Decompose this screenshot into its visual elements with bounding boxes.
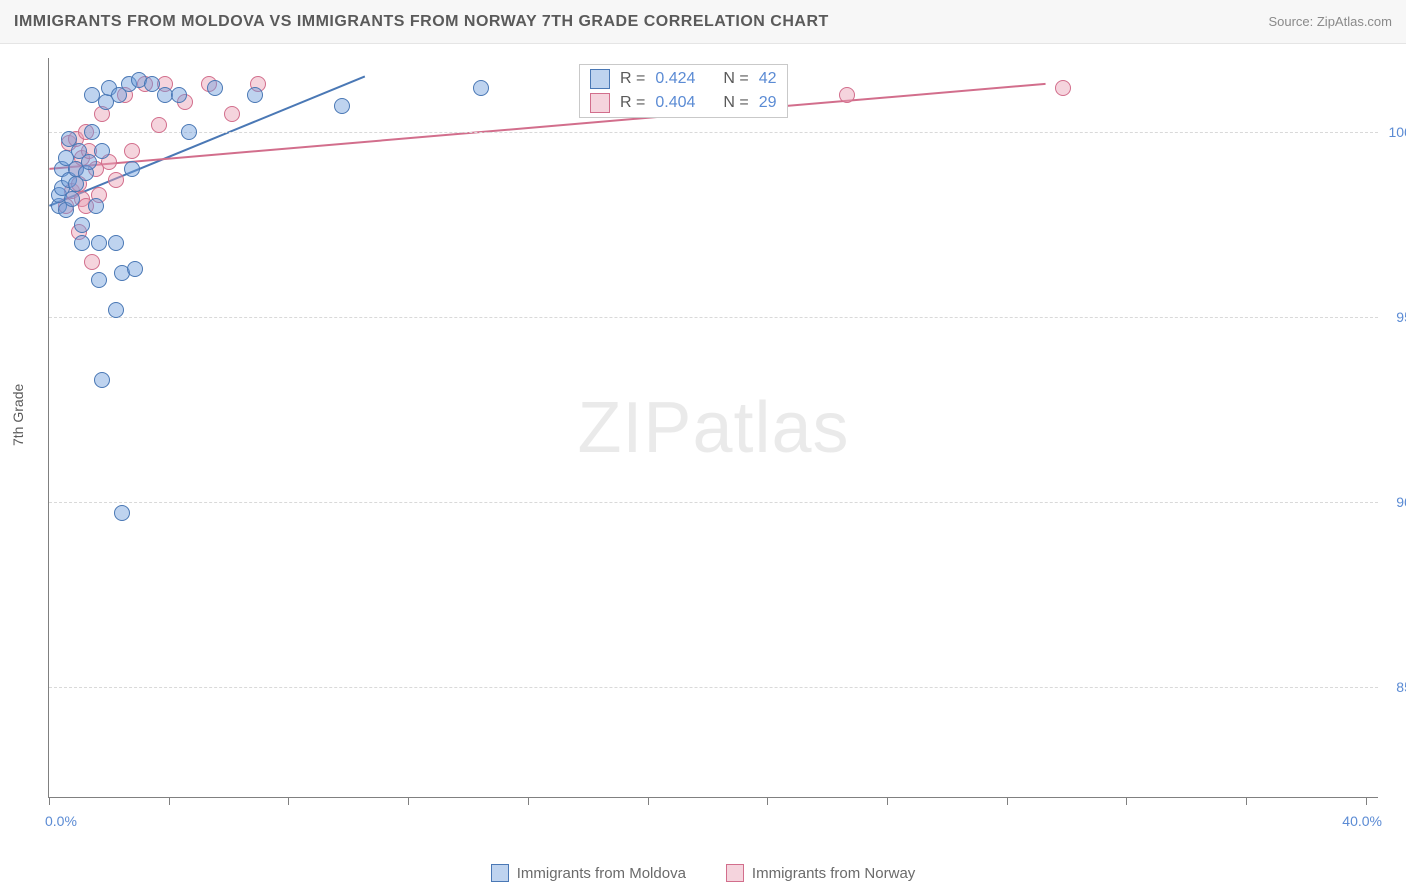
scatter-plot-area: ZIPatlas R =0.424N =42R =0.404N =29 0.0%… [48,58,1378,798]
source-prefix: Source: [1268,14,1316,29]
legend-item: Immigrants from Moldova [491,864,686,882]
x-tick [408,797,409,805]
data-point [144,76,160,92]
data-point [108,302,124,318]
data-point [151,117,167,133]
x-axis-min-label: 0.0% [45,813,77,829]
legend-swatch [590,93,610,113]
x-tick [1246,797,1247,805]
y-tick-label: 85.0% [1396,679,1406,695]
data-point [74,217,90,233]
x-axis-max-label: 40.0% [1342,813,1382,829]
data-point [91,235,107,251]
data-point [91,272,107,288]
source-attribution: Source: ZipAtlas.com [1268,14,1392,29]
legend-swatch [491,864,509,882]
stat-r-value: 0.404 [655,94,695,112]
stat-n-label: N = [723,94,748,112]
data-point [94,372,110,388]
legend-label: Immigrants from Moldova [517,865,686,882]
gridline [49,687,1378,688]
watermark: ZIPatlas [577,387,849,469]
data-point [84,254,100,270]
data-point [124,143,140,159]
x-tick [887,797,888,805]
y-axis-label: 7th Grade [10,384,26,446]
x-tick [169,797,170,805]
stat-n-value: 42 [759,70,777,88]
legend-swatch [590,69,610,89]
legend-label: Immigrants from Norway [752,865,915,882]
data-point [839,87,855,103]
x-tick [1007,797,1008,805]
gridline [49,317,1378,318]
legend-swatch [726,864,744,882]
x-tick [1126,797,1127,805]
stats-row: R = 0.404 N = 29 [590,93,777,113]
stat-r-label: R = [620,94,645,112]
data-point [181,124,197,140]
trend-line [49,84,1045,169]
x-tick [767,797,768,805]
x-tick [648,797,649,805]
y-tick-label: 90.0% [1396,494,1406,510]
data-point [88,198,104,214]
source-name: ZipAtlas.com [1317,14,1392,29]
x-tick [49,797,50,805]
x-tick [528,797,529,805]
data-point [171,87,187,103]
title-bar: IMMIGRANTS FROM MOLDOVA VS IMMIGRANTS FR… [0,0,1406,44]
data-point [84,124,100,140]
data-point [473,80,489,96]
data-point [224,106,240,122]
y-tick-label: 100.0% [1389,124,1406,140]
data-point [108,235,124,251]
stat-r-label: R = [620,70,645,88]
x-tick [288,797,289,805]
gridline [49,132,1378,133]
data-point [1055,80,1071,96]
x-tick [1366,797,1367,805]
data-point [114,505,130,521]
data-point [94,143,110,159]
data-point [74,235,90,251]
data-point [127,261,143,277]
chart-title: IMMIGRANTS FROM MOLDOVA VS IMMIGRANTS FR… [14,13,829,31]
stat-n-value: 29 [759,94,777,112]
correlation-stats-box: R = 0.424 N = 42 R = 0.404 N = 29 [579,64,788,118]
data-point [247,87,263,103]
data-point [124,161,140,177]
data-point [108,172,124,188]
watermark-bold: ZIP [577,388,692,468]
data-point [81,154,97,170]
stat-n-label: N = [723,70,748,88]
stats-row: R = 0.424 N = 42 [590,69,777,89]
data-point [207,80,223,96]
gridline [49,502,1378,503]
bottom-legend: Immigrants from Moldova Immigrants from N… [0,864,1406,882]
data-point [64,191,80,207]
data-point [334,98,350,114]
legend-item: Immigrants from Norway [726,864,915,882]
watermark-thin: atlas [692,388,849,468]
y-tick-label: 95.0% [1396,309,1406,325]
stat-r-value: 0.424 [655,70,695,88]
